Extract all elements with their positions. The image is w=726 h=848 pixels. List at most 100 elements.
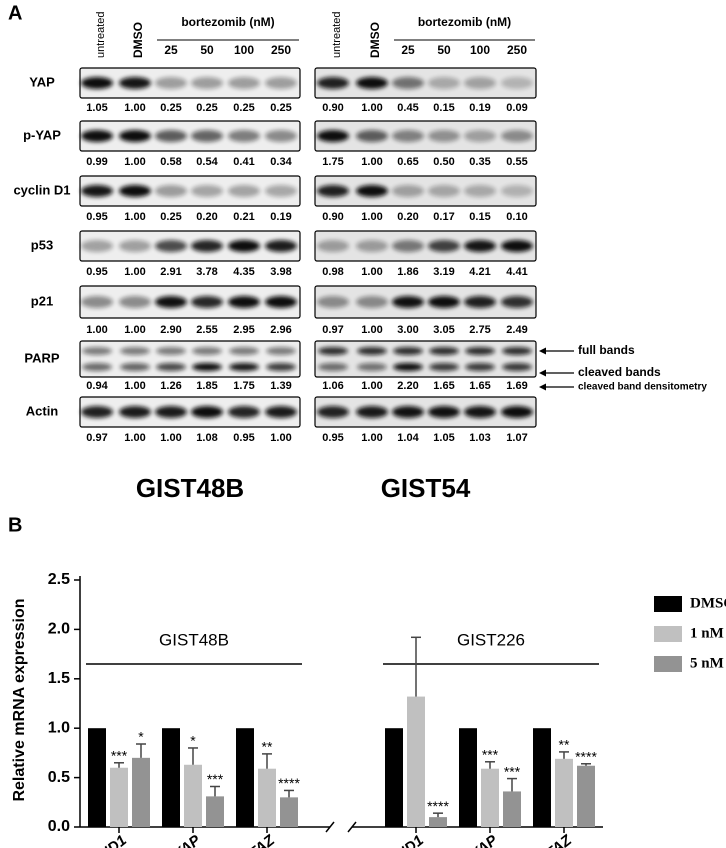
significance: *** xyxy=(482,746,499,762)
densitometry-value: 0.25 xyxy=(233,102,254,114)
band xyxy=(317,406,349,418)
protein-label: p53 xyxy=(31,237,53,252)
densitometry-value: 0.55 xyxy=(506,156,527,168)
band xyxy=(82,363,112,371)
band xyxy=(228,130,260,142)
densitometry-value: 0.20 xyxy=(196,211,217,223)
y-axis-title: Relative mRNA expression xyxy=(11,598,28,801)
band xyxy=(155,296,187,308)
band xyxy=(155,130,187,142)
band xyxy=(429,347,459,355)
densitometry-value: 0.99 xyxy=(86,156,107,168)
dose-label: 50 xyxy=(200,43,214,57)
band xyxy=(266,347,296,355)
densitometry-value: 0.45 xyxy=(397,102,418,114)
band xyxy=(393,347,423,355)
legend-label: 5 nM xyxy=(690,655,724,671)
densitometry-value: 4.41 xyxy=(506,266,527,278)
band xyxy=(191,185,223,197)
densitometry-value: 1.00 xyxy=(124,380,145,392)
densitometry-value: 0.09 xyxy=(506,102,527,114)
densitometry-value: 4.35 xyxy=(233,266,254,278)
band xyxy=(317,130,349,142)
bar xyxy=(459,728,477,827)
legend-swatch xyxy=(654,626,682,642)
band xyxy=(155,77,187,89)
significance: * xyxy=(190,733,196,749)
densitometry-value: 0.10 xyxy=(506,211,527,223)
band xyxy=(82,347,112,355)
bar xyxy=(280,797,298,827)
densitometry-value: 1.04 xyxy=(397,432,419,444)
densitometry-value: 1.00 xyxy=(124,102,145,114)
band xyxy=(81,77,113,89)
blot-background xyxy=(79,120,301,152)
band xyxy=(501,240,533,252)
bar xyxy=(533,728,551,827)
densitometry-value: 1.00 xyxy=(270,432,291,444)
densitometry-value: 1.00 xyxy=(124,266,145,278)
band xyxy=(265,77,297,89)
bar xyxy=(132,757,150,827)
densitometry-value: 1.00 xyxy=(361,380,382,392)
treatment-label: bortezomib (nM) xyxy=(181,15,274,29)
group-label: GIST226 xyxy=(457,630,525,649)
band xyxy=(156,347,186,355)
y-tick-label: 2.0 xyxy=(48,621,70,638)
densitometry-value: 0.15 xyxy=(469,211,490,223)
densitometry-value: 1.05 xyxy=(86,102,107,114)
densitometry-value: 0.34 xyxy=(270,156,292,168)
legend-swatch xyxy=(654,596,682,612)
densitometry-value: 0.25 xyxy=(196,102,217,114)
dose-label: 100 xyxy=(234,43,254,57)
band xyxy=(317,240,349,252)
densitometry-value: 0.15 xyxy=(433,102,454,114)
band xyxy=(155,185,187,197)
bar xyxy=(206,796,224,827)
band xyxy=(501,406,533,418)
bar xyxy=(88,728,106,827)
band xyxy=(155,240,187,252)
densitometry-value: 1.00 xyxy=(361,266,382,278)
band xyxy=(119,240,151,252)
band xyxy=(464,77,496,89)
densitometry-value: 0.95 xyxy=(86,266,107,278)
bar xyxy=(407,696,425,827)
band xyxy=(81,240,113,252)
band xyxy=(229,347,259,355)
x-tick-label: YAP xyxy=(170,831,205,848)
x-tick-label: YAP xyxy=(467,831,502,848)
band xyxy=(228,296,260,308)
blot-background xyxy=(314,285,537,319)
densitometry-value: 0.41 xyxy=(233,156,254,168)
densitometry-value: 0.98 xyxy=(322,266,343,278)
protein-label: PARP xyxy=(24,350,59,365)
blot-background xyxy=(79,396,301,428)
y-tick-label: 1.5 xyxy=(48,670,70,687)
densitometry-value: 0.65 xyxy=(397,156,418,168)
band xyxy=(392,296,424,308)
band xyxy=(119,406,151,418)
densitometry-value: 1.05 xyxy=(433,432,454,444)
significance: ** xyxy=(559,737,570,753)
densitometry-value: 2.55 xyxy=(196,324,217,336)
densitometry-value: 0.95 xyxy=(322,432,343,444)
band xyxy=(356,185,388,197)
band xyxy=(464,296,496,308)
densitometry-value: 1.00 xyxy=(124,324,145,336)
band xyxy=(317,185,349,197)
band xyxy=(228,406,260,418)
densitometry-value: 2.20 xyxy=(397,380,418,392)
blot-background xyxy=(79,340,301,378)
densitometry-value: 0.20 xyxy=(397,211,418,223)
densitometry-value: 0.97 xyxy=(86,432,107,444)
densitometry-value: 0.94 xyxy=(86,380,108,392)
densitometry-value: 1.85 xyxy=(196,380,217,392)
band xyxy=(356,406,388,418)
band xyxy=(192,363,222,371)
band xyxy=(119,77,151,89)
densitometry-value: 1.26 xyxy=(160,380,181,392)
densitometry-value: 1.00 xyxy=(361,324,382,336)
band xyxy=(393,363,423,371)
band xyxy=(265,406,297,418)
